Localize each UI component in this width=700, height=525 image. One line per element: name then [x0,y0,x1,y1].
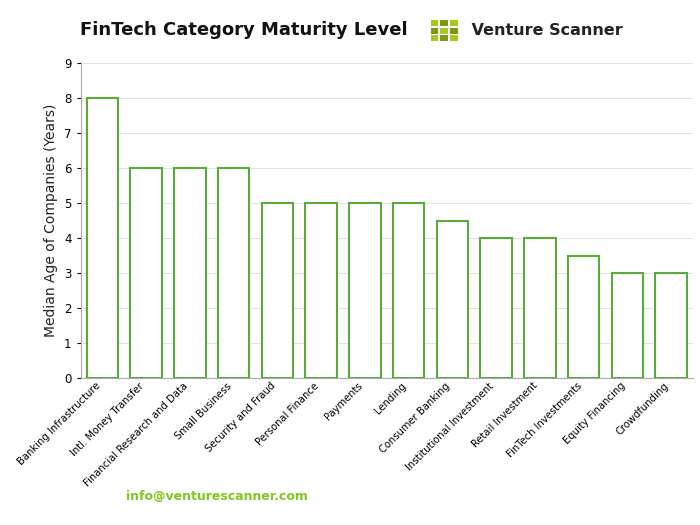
Bar [174,168,206,378]
Bar [612,273,643,378]
Bar [305,203,337,378]
Bar [437,220,468,378]
Text: to see all 1,161 Financial Technology Startups: to see all 1,161 Financial Technology St… [308,490,636,503]
Bar [480,238,512,378]
Bar [524,238,556,378]
Bar [349,203,381,378]
Bar [568,256,599,378]
Bar [218,168,249,378]
Text: Venture Scanner: Venture Scanner [466,24,622,38]
Bar [262,203,293,378]
Text: info@venturescanner.com: info@venturescanner.com [126,490,308,503]
Bar [87,98,118,378]
Bar [393,203,424,378]
Bar [130,168,162,378]
Y-axis label: Median Age of Companies (Years): Median Age of Companies (Years) [44,104,58,337]
Text: Contact us at: Contact us at [28,490,126,503]
Bar [655,273,687,378]
Text: FinTech Category Maturity Level: FinTech Category Maturity Level [80,22,408,39]
